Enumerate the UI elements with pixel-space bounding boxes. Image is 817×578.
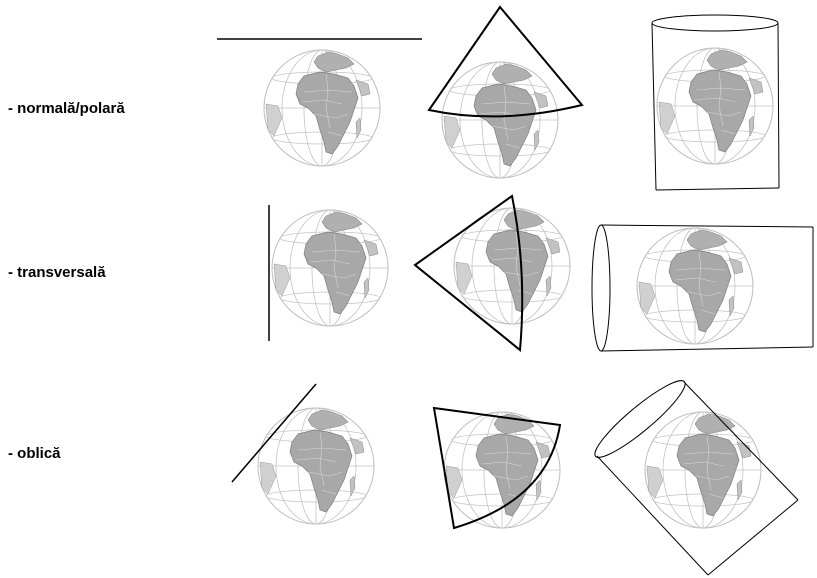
cone-normal xyxy=(427,5,584,118)
row-label-transverse: - transversală xyxy=(8,264,106,281)
globe-oblique-plane xyxy=(257,407,375,525)
globe-normal-cone xyxy=(441,61,559,179)
cylinder-transverse xyxy=(591,224,814,352)
cylinder-oblique xyxy=(594,380,799,576)
row-label-oblique: - oblică xyxy=(8,445,61,462)
globe-normal-plane xyxy=(263,49,381,167)
globe-normal-cylinder xyxy=(656,47,774,165)
cone-oblique xyxy=(432,406,562,530)
globe-transverse-cylinder xyxy=(636,227,754,345)
globe-transverse-plane xyxy=(271,209,389,327)
tangent-plane-oblique xyxy=(231,383,317,483)
row-label-normal: - normală/polară xyxy=(8,100,125,117)
globe-oblique-cylinder xyxy=(644,411,762,529)
cone-transverse xyxy=(413,194,524,352)
cylinder-normal xyxy=(651,14,780,191)
